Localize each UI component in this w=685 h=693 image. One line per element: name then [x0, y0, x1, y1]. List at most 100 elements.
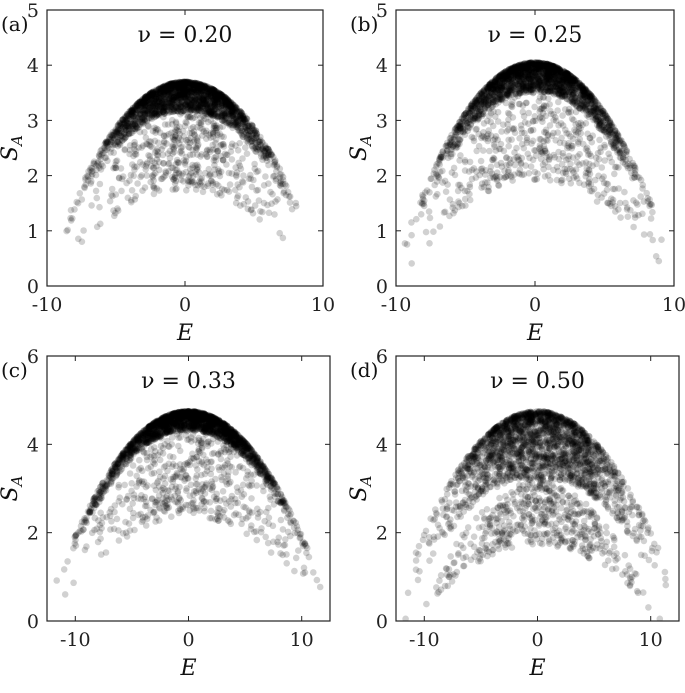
- data-point: [121, 125, 128, 133]
- data-point: [603, 186, 611, 194]
- data-point: [123, 112, 130, 120]
- data-point: [574, 153, 581, 160]
- data-point: [162, 168, 169, 175]
- data-point: [227, 102, 234, 110]
- data-point: [248, 121, 256, 129]
- data-point: [110, 207, 117, 214]
- data-point: [166, 147, 174, 155]
- data-point: [197, 81, 204, 88]
- data-point: [132, 151, 140, 158]
- data-point: [624, 213, 632, 220]
- data-point: [239, 178, 246, 185]
- data-point: [517, 159, 525, 167]
- data-point: [151, 93, 158, 100]
- data-point: [153, 125, 160, 132]
- data-point: [185, 99, 193, 106]
- data-point: [177, 110, 184, 118]
- data-point: [248, 143, 256, 150]
- data-point: [155, 166, 163, 174]
- data-point: [175, 84, 183, 92]
- data-point: [204, 88, 212, 96]
- data-point: [183, 85, 190, 92]
- data-point: [176, 123, 183, 131]
- data-point: [142, 134, 150, 141]
- data-point: [178, 97, 186, 105]
- data-point: [118, 130, 125, 137]
- data-point: [234, 117, 242, 125]
- data-point: [182, 157, 190, 165]
- data-point: [115, 125, 122, 133]
- data-point: [179, 79, 187, 87]
- data-point: [78, 238, 86, 245]
- data-point: [88, 178, 95, 185]
- data-point: [155, 106, 163, 114]
- data-point: [207, 88, 214, 96]
- data-point: [215, 112, 223, 120]
- data-point: [212, 107, 220, 114]
- data-point: [219, 110, 227, 117]
- data-point: [189, 84, 197, 91]
- data-point: [175, 96, 182, 103]
- data-point: [204, 86, 211, 93]
- data-point: [124, 114, 132, 122]
- data-point: [191, 79, 199, 87]
- data-point: [98, 146, 106, 153]
- data-point: [260, 152, 268, 159]
- data-point: [162, 83, 169, 91]
- data-point: [276, 165, 284, 172]
- data-point: [210, 90, 218, 97]
- data-point: [163, 84, 171, 92]
- data-point: [182, 102, 189, 110]
- data-point: [147, 91, 155, 99]
- data-point: [121, 113, 129, 121]
- data-point: [160, 138, 168, 145]
- data-point: [167, 83, 174, 91]
- data-point: [152, 88, 159, 95]
- data-point: [505, 142, 512, 150]
- data-point: [173, 156, 181, 164]
- data-point: [234, 181, 241, 188]
- data-point: [194, 142, 201, 150]
- data-point: [184, 138, 191, 146]
- data-point: [156, 109, 164, 117]
- data-point: [188, 106, 195, 113]
- data-point: [149, 112, 156, 119]
- data-point: [180, 82, 187, 89]
- data-point: [140, 100, 147, 108]
- data-point: [141, 102, 148, 109]
- data-point: [176, 91, 184, 99]
- data-point: [221, 97, 229, 104]
- data-point: [193, 81, 201, 89]
- data-point: [164, 81, 172, 88]
- data-point: [104, 144, 112, 151]
- data-point: [216, 90, 224, 98]
- data-point: [238, 109, 245, 117]
- data-point: [129, 110, 136, 118]
- data-point: [110, 139, 118, 147]
- data-point: [124, 110, 131, 118]
- data-point: [201, 99, 209, 106]
- data-point: [203, 93, 210, 100]
- data-point: [176, 93, 184, 100]
- data-point: [100, 144, 108, 151]
- data-point: [233, 115, 240, 123]
- data-point: [191, 82, 198, 89]
- data-point: [101, 147, 109, 154]
- data-point: [218, 102, 225, 110]
- data-point: [139, 116, 146, 124]
- data-point: [138, 144, 145, 151]
- data-point: [268, 200, 275, 207]
- data-point: [167, 80, 174, 88]
- data-point: [179, 86, 186, 94]
- data-point: [173, 185, 180, 192]
- data-point: [141, 107, 149, 115]
- data-point: [137, 173, 144, 181]
- data-point: [229, 108, 237, 116]
- data-point: [201, 169, 209, 177]
- data-point: [462, 202, 469, 209]
- data-point: [194, 134, 201, 141]
- data-point: [136, 121, 144, 128]
- data-point: [165, 101, 172, 109]
- data-point: [177, 79, 184, 86]
- data-point: [191, 104, 199, 111]
